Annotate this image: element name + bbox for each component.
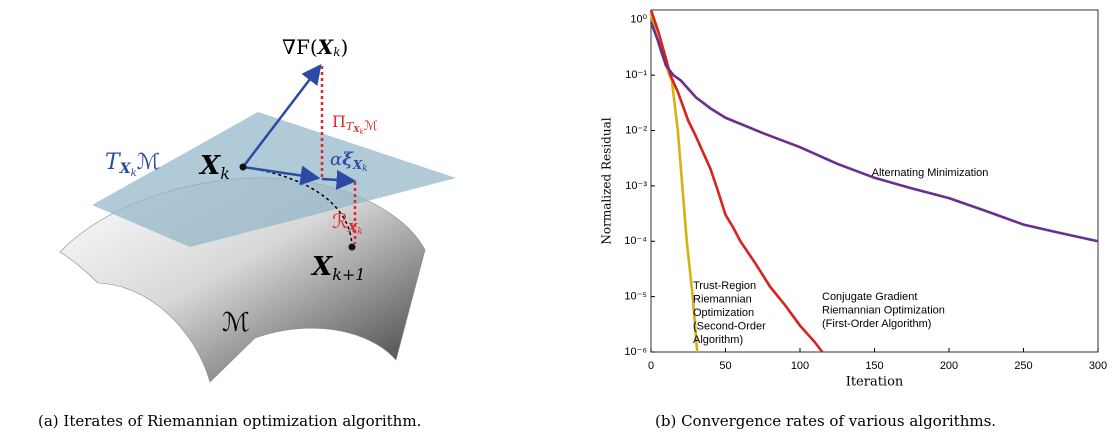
iterate-point bbox=[239, 163, 247, 171]
label-part: ) bbox=[340, 35, 348, 59]
x-tick-label: 0 bbox=[648, 360, 654, 372]
step-label: αξXk bbox=[330, 149, 368, 174]
caption: (a) Iterates of Riemannian optimization … bbox=[38, 412, 421, 430]
y-tick-label: 10⁰ bbox=[630, 14, 647, 26]
label-part: Π bbox=[332, 112, 346, 131]
label-part: T bbox=[105, 150, 122, 175]
tangent-plane bbox=[92, 112, 456, 247]
caption: (b) Convergence rates of various algorit… bbox=[655, 412, 996, 430]
series-line bbox=[649, 9, 824, 353]
series-label: (First-Order Algorithm) bbox=[822, 318, 931, 330]
y-tick-label: 10⁻² bbox=[625, 124, 647, 136]
x-tick-label: 100 bbox=[791, 360, 809, 372]
y-axis-label: Normalized Residual bbox=[600, 117, 614, 244]
plot-frame bbox=[650, 9, 1099, 353]
label-part: X bbox=[316, 35, 335, 59]
next-label: Xk+1 bbox=[310, 252, 365, 284]
label-part: k bbox=[362, 164, 367, 174]
x-axis-label: Iteration bbox=[846, 375, 904, 390]
label-part: k bbox=[220, 164, 230, 183]
series-label: (Second-Order bbox=[693, 320, 766, 332]
next-point bbox=[348, 243, 356, 251]
x-tick-label: 300 bbox=[1089, 360, 1107, 372]
retraction-label: ℛXk bbox=[332, 209, 363, 237]
label-part: ξ bbox=[342, 149, 354, 170]
x-tick-label: 250 bbox=[1014, 360, 1032, 372]
label-part: k bbox=[357, 227, 362, 237]
label-part: ℳ bbox=[137, 150, 161, 175]
gradient-arrow bbox=[242, 64, 322, 168]
manifold-label: ℳ bbox=[222, 308, 250, 338]
series-line bbox=[649, 21, 1099, 243]
y-tick-label: 10⁻³ bbox=[625, 180, 647, 192]
label-part: k bbox=[360, 128, 364, 136]
label-part: ∇F( bbox=[282, 35, 318, 59]
label-part: X bbox=[347, 221, 358, 235]
label-part: X bbox=[310, 252, 334, 282]
x-tick-label: 50 bbox=[719, 360, 731, 372]
tangent-label: TXkℳ bbox=[105, 150, 160, 179]
label-part: X bbox=[352, 124, 360, 134]
step-arrow bbox=[321, 169, 357, 190]
x-tick-label: 200 bbox=[940, 360, 958, 372]
projection-label: ΠTXkℳ bbox=[332, 112, 378, 137]
label-part: ℳ bbox=[364, 119, 378, 134]
label-part: k bbox=[333, 45, 340, 59]
series-label: Riemannian bbox=[693, 293, 752, 305]
label-part: X bbox=[119, 161, 132, 177]
y-tick-label: 10⁻¹ bbox=[625, 69, 647, 81]
y-tick-label: 10⁻⁵ bbox=[624, 291, 647, 303]
series-label: Trust-Region bbox=[693, 280, 756, 292]
series-label: Optimization bbox=[693, 307, 754, 319]
chart: (b) Convergence rates of various algorit… bbox=[600, 9, 1107, 430]
series-label: Riemannian Optimization bbox=[822, 304, 945, 316]
label-part: k bbox=[131, 168, 137, 179]
y-tick-label: 10⁻⁶ bbox=[624, 346, 647, 358]
label-part: T bbox=[346, 120, 355, 133]
series-line bbox=[649, 13, 699, 353]
x-tick-label: 150 bbox=[865, 360, 883, 372]
y-tick-label: 10⁻⁴ bbox=[624, 235, 647, 247]
series-label: Conjugate Gradient bbox=[822, 291, 917, 303]
series-label: Algorithm) bbox=[693, 334, 743, 346]
gradient-label: ∇F(Xk) bbox=[282, 35, 348, 59]
label-part: k+1 bbox=[332, 265, 365, 284]
label-part: α bbox=[330, 149, 342, 170]
label-part: X bbox=[198, 151, 222, 181]
diagram: ∇F(Xk) TXkℳ Xk αξXk ΠTXkℳ ℛXk Xk+1 ℳ (a)… bbox=[38, 35, 456, 430]
step-arrow bbox=[242, 165, 321, 186]
series-label: Alternating Minimization bbox=[872, 167, 989, 179]
label-part: X bbox=[352, 158, 363, 172]
label-part: ℛ bbox=[332, 209, 348, 233]
iterate-label: Xk bbox=[198, 151, 230, 183]
